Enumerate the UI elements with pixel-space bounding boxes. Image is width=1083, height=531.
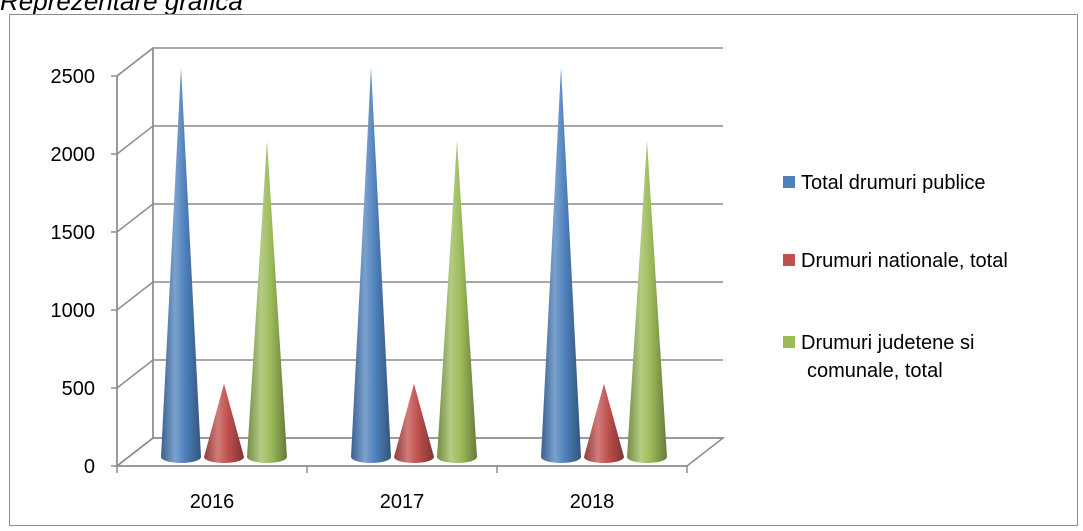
cone-drumuri-judetene-si-comunale-total-2018 [627, 140, 667, 463]
chart-caption: Reprezentare grafica [0, 0, 243, 16]
cone-body [394, 383, 434, 463]
cone-body [161, 67, 201, 463]
axes [111, 75, 688, 473]
cones [161, 67, 667, 463]
cone-drumuri-nationale-total-2018 [584, 383, 624, 463]
cone-drumuri-judetene-si-comunale-total-2017 [437, 140, 477, 463]
legend-item: Total drumuri publice [783, 172, 986, 194]
legend: Total drumuri publice Drumuri nationale, … [783, 172, 1008, 382]
x-tick-label: 2016 [190, 491, 235, 513]
x-tick-labels: 2016 2017 2018 [190, 491, 615, 513]
cone-body [204, 383, 244, 463]
y-tick-label: 1500 [51, 222, 96, 244]
gridlines [116, 47, 723, 467]
y-tick-label: 500 [62, 378, 95, 400]
cone-body [627, 140, 667, 463]
y-tick-label: 2500 [51, 66, 96, 88]
gridline [116, 359, 723, 389]
gridline [116, 47, 723, 77]
cone-body [541, 67, 581, 463]
legend-label: Drumuri judetene si [801, 332, 974, 354]
cone-body [351, 67, 391, 463]
cone-body [584, 383, 624, 463]
x-tick-label: 2018 [570, 491, 615, 513]
gridline [116, 125, 723, 155]
cone-drumuri-nationale-total-2017 [394, 383, 434, 463]
legend-swatch [783, 336, 795, 348]
legend-label: Drumuri nationale, total [801, 250, 1008, 272]
x-tick-label: 2017 [380, 491, 425, 513]
legend-item: Drumuri judetene si comunale, total [783, 332, 974, 382]
y-tick-label: 1000 [51, 300, 96, 322]
gridline [116, 203, 723, 233]
cone-total-drumuri-publice-2017 [351, 67, 391, 463]
cone-total-drumuri-publice-2016 [161, 67, 201, 463]
side-wall [116, 46, 154, 468]
legend-label: comunale, total [807, 360, 943, 382]
legend-swatch [783, 254, 795, 266]
cone-drumuri-judetene-si-comunale-total-2016 [247, 140, 287, 463]
gridline [116, 281, 723, 311]
y-tick-label: 0 [84, 456, 95, 478]
cone-drumuri-nationale-total-2016 [204, 383, 244, 463]
cone-total-drumuri-publice-2018 [541, 67, 581, 463]
legend-swatch [783, 176, 795, 188]
legend-label: Total drumuri publice [801, 172, 986, 194]
y-tick-label: 2000 [51, 144, 96, 166]
cone-body [437, 140, 477, 463]
legend-item: Drumuri nationale, total [783, 250, 1008, 272]
y-tick-labels: 0 500 1000 1500 2000 2500 [51, 66, 96, 478]
cone-body [247, 140, 287, 463]
gridline [116, 437, 723, 467]
